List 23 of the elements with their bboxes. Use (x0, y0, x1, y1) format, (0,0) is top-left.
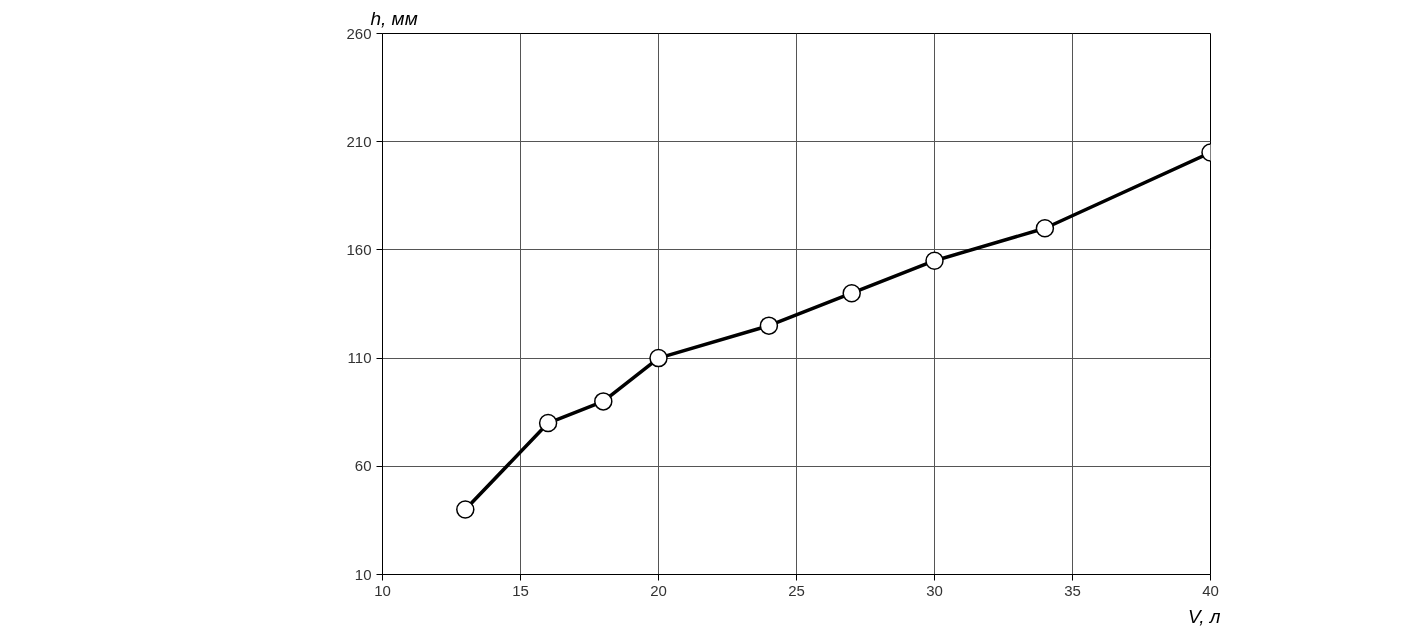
point (759, 316, 779, 335)
y-axis-title: h, мм (370, 7, 418, 29)
y-tick-label: 110 (347, 349, 372, 367)
point (842, 283, 861, 303)
point (1035, 219, 1055, 238)
y-tick-label: 60 (354, 457, 372, 475)
x-tick-label: 30 (926, 581, 943, 599)
y-tick-label: 210 (346, 132, 372, 150)
x-tick-label: 25 (788, 581, 805, 599)
x-tick-label: 40 (1202, 581, 1219, 599)
point (538, 413, 558, 433)
point (649, 348, 668, 368)
point (925, 251, 944, 270)
point (456, 500, 475, 519)
point (594, 392, 613, 411)
x-tick-label: 20 (650, 581, 667, 599)
x-tick-label: 15 (512, 581, 529, 599)
x-tick-label: 35 (1064, 581, 1081, 599)
y-tick-label: 260 (346, 24, 372, 42)
x-axis-title: V, л (1187, 605, 1221, 627)
x-tick-label: 10 (374, 581, 391, 599)
y-tick-label: 10 (354, 565, 372, 583)
y-tick-label: 160 (346, 240, 372, 258)
